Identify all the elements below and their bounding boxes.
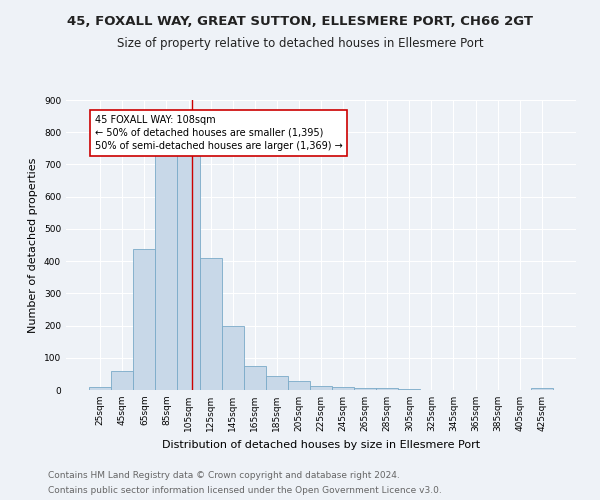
Bar [332, 388, 354, 390]
Text: Size of property relative to detached houses in Ellesmere Port: Size of property relative to detached ho… [116, 38, 484, 51]
X-axis label: Distribution of detached houses by size in Ellesmere Port: Distribution of detached houses by size … [162, 440, 480, 450]
Bar [376, 388, 398, 390]
Bar [200, 258, 221, 390]
Text: Contains HM Land Registry data © Crown copyright and database right 2024.: Contains HM Land Registry data © Crown c… [48, 471, 400, 480]
Text: 45, FOXALL WAY, GREAT SUTTON, ELLESMERE PORT, CH66 2GT: 45, FOXALL WAY, GREAT SUTTON, ELLESMERE … [67, 15, 533, 28]
Bar [89, 387, 111, 390]
Bar [310, 386, 332, 390]
Bar [354, 388, 376, 390]
Bar [221, 326, 244, 390]
Y-axis label: Number of detached properties: Number of detached properties [28, 158, 38, 332]
Text: Contains public sector information licensed under the Open Government Licence v3: Contains public sector information licen… [48, 486, 442, 495]
Bar [155, 148, 178, 390]
Bar [288, 382, 310, 390]
Bar [133, 249, 155, 390]
Bar [111, 372, 133, 390]
Bar [266, 376, 288, 390]
Bar [531, 388, 553, 390]
Bar [178, 148, 200, 390]
Text: 45 FOXALL WAY: 108sqm
← 50% of detached houses are smaller (1,395)
50% of semi-d: 45 FOXALL WAY: 108sqm ← 50% of detached … [95, 114, 343, 151]
Bar [244, 366, 266, 390]
